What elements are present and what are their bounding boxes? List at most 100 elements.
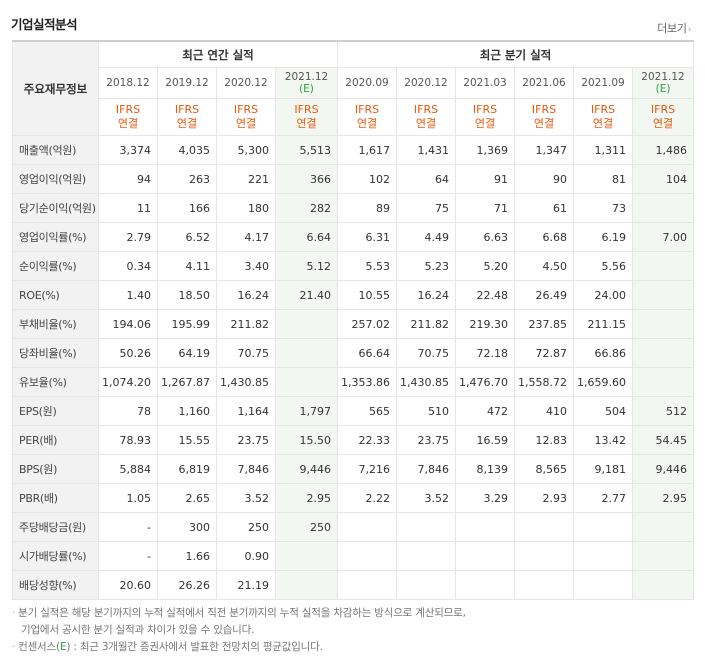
- row-label: 당좌비율(%): [12, 338, 99, 368]
- table-cell: 7,846: [396, 454, 456, 484]
- footnotes: · 분기 실적은 해당 분기까지의 누적 실적에서 직전 분기까지의 누적 실적을…: [12, 605, 466, 656]
- table-cell: 72.87: [514, 338, 574, 368]
- table-cell: 263: [157, 164, 217, 194]
- row-label: 유보율(%): [12, 367, 99, 397]
- table-cell: 410: [514, 396, 574, 426]
- table-cell: 6.63: [455, 222, 515, 252]
- table-row: 매출액(억원) 3,374 4,035 5,300 5,513 1,617 1,431 1,3…: [12, 135, 695, 165]
- table-cell: [514, 541, 574, 571]
- financial-table: 주요재무정보 최근 연간 실적 최근 분기 실적 2018.12 2019.12 2…: [12, 40, 695, 600]
- row-header-cell: 주요재무정보: [12, 40, 99, 136]
- table-cell: 24.00: [573, 280, 633, 310]
- table-cell: 78.93: [98, 425, 158, 455]
- accounting-basis-header: IFRS 연결: [514, 98, 574, 136]
- table-cell: 11: [98, 193, 158, 223]
- accounting-basis-header: IFRS 연결: [573, 98, 633, 136]
- table-cell: 91: [455, 164, 515, 194]
- row-label: 영업이익(억원): [12, 164, 99, 194]
- bullet-icon: ·: [12, 607, 16, 619]
- row-label: 배당성향(%): [12, 570, 99, 600]
- table-cell: -: [98, 512, 158, 542]
- table-cell: 4.11: [157, 251, 217, 281]
- table-cell: 1.40: [98, 280, 158, 310]
- estimate-mark: (E): [655, 83, 671, 95]
- table-cell: 90: [514, 164, 574, 194]
- consolidated-label: 연결: [592, 117, 614, 130]
- table-cell: 3.40: [216, 251, 276, 281]
- table-row: 부채비율(%) 194.06 195.99 211.82 257.02 211.82 219…: [12, 309, 695, 339]
- table-row: 시가배당률(%) -1.66 0.90: [12, 541, 695, 571]
- table-cell: 66.86: [573, 338, 633, 368]
- table-cell: 1,486: [631, 135, 695, 165]
- table-cell: 250: [275, 512, 338, 542]
- table-cell: 13.42: [573, 425, 633, 455]
- consolidated-label: 연결: [176, 117, 198, 130]
- table-cell: 75: [396, 193, 456, 223]
- table-cell: [396, 541, 456, 571]
- table-cell: 64: [396, 164, 456, 194]
- accounting-basis-header: IFRS 연결: [157, 98, 217, 136]
- note-2-text-b: ) : 최근 3개월간 증권사에서 발표한 전망치의 평균값입니다.: [66, 641, 323, 653]
- consolidated-label: 연결: [533, 117, 555, 130]
- table-cell: 366: [275, 164, 338, 194]
- ifrs-label: IFRS: [531, 103, 557, 116]
- table-cell: 9,446: [631, 454, 695, 484]
- ifrs-label: IFRS: [115, 103, 141, 116]
- table-cell: 1,558.72: [514, 367, 574, 397]
- table-row: PBR(배) 1.05 2.65 3.52 2.95 2.22 3.52 3.29 2.93 2.…: [12, 483, 695, 513]
- table-cell: 78: [98, 396, 158, 426]
- table-cell: 211.82: [216, 309, 276, 339]
- table-cell: 1,430.85: [396, 367, 456, 397]
- table-row: 당좌비율(%) 50.26 64.19 70.75 66.64 70.75 72.18 72.…: [12, 338, 695, 368]
- table-cell: 50.26: [98, 338, 158, 368]
- table-cell: 26.26: [157, 570, 217, 600]
- table-cell: 6,819: [157, 454, 217, 484]
- table-cell: 2.79: [98, 222, 158, 252]
- table-cell: 250: [216, 512, 276, 542]
- table-cell: [275, 338, 338, 368]
- table-cell: [631, 541, 695, 571]
- table-cell: 9,181: [573, 454, 633, 484]
- table-cell: 1,311: [573, 135, 633, 165]
- table-cell: 1,431: [396, 135, 456, 165]
- table-cell: 70.75: [396, 338, 456, 368]
- more-label: 더보기: [657, 22, 687, 35]
- table-cell: 1,164: [216, 396, 276, 426]
- table-row: 유보율(%) 1,074.20 1,267.87 1,430.85 1,353.86 1,…: [12, 367, 695, 397]
- table-cell: 104: [631, 164, 695, 194]
- table-cell: 1,369: [455, 135, 515, 165]
- table-cell: [631, 512, 695, 542]
- ifrs-label: IFRS: [294, 103, 319, 116]
- table-cell: 5,884: [98, 454, 158, 484]
- table-cell: 16.24: [216, 280, 276, 310]
- table-cell: 1,347: [514, 135, 574, 165]
- table-cell: 5.56: [573, 251, 633, 281]
- table-cell: 1,659.60: [573, 367, 633, 397]
- table-cell: 4,035: [157, 135, 217, 165]
- table-cell: 221: [216, 164, 276, 194]
- table-cell: 512: [631, 396, 695, 426]
- table-row: EPS(원) 78 1,160 1,164 1,797 565 510 472 410 504 51…: [12, 396, 695, 426]
- table-cell: 23.75: [216, 425, 276, 455]
- period-header: 2019.12: [157, 67, 217, 99]
- table-cell: [573, 570, 633, 600]
- chevron-right-icon: ›: [687, 25, 692, 35]
- row-label: 매출액(억원): [12, 135, 99, 165]
- table-cell: 1,353.86: [337, 367, 397, 397]
- ifrs-label: IFRS: [413, 103, 439, 116]
- table-cell: 282: [275, 193, 338, 223]
- ifrs-label: IFRS: [472, 103, 498, 116]
- table-cell: 21.19: [216, 570, 276, 600]
- table-cell: 1.66: [157, 541, 217, 571]
- period-header: 2021.12 (E): [631, 67, 695, 99]
- table-cell: [631, 193, 695, 223]
- table-cell: 8,139: [455, 454, 515, 484]
- more-link[interactable]: 더보기›: [657, 20, 691, 36]
- table-cell: 6.68: [514, 222, 574, 252]
- table-cell: 9,446: [275, 454, 338, 484]
- table-cell: 73: [573, 193, 633, 223]
- table-cell: 7.00: [631, 222, 695, 252]
- table-cell: 2.22: [337, 483, 397, 513]
- table-cell: 23.75: [396, 425, 456, 455]
- table-cell: 1,160: [157, 396, 217, 426]
